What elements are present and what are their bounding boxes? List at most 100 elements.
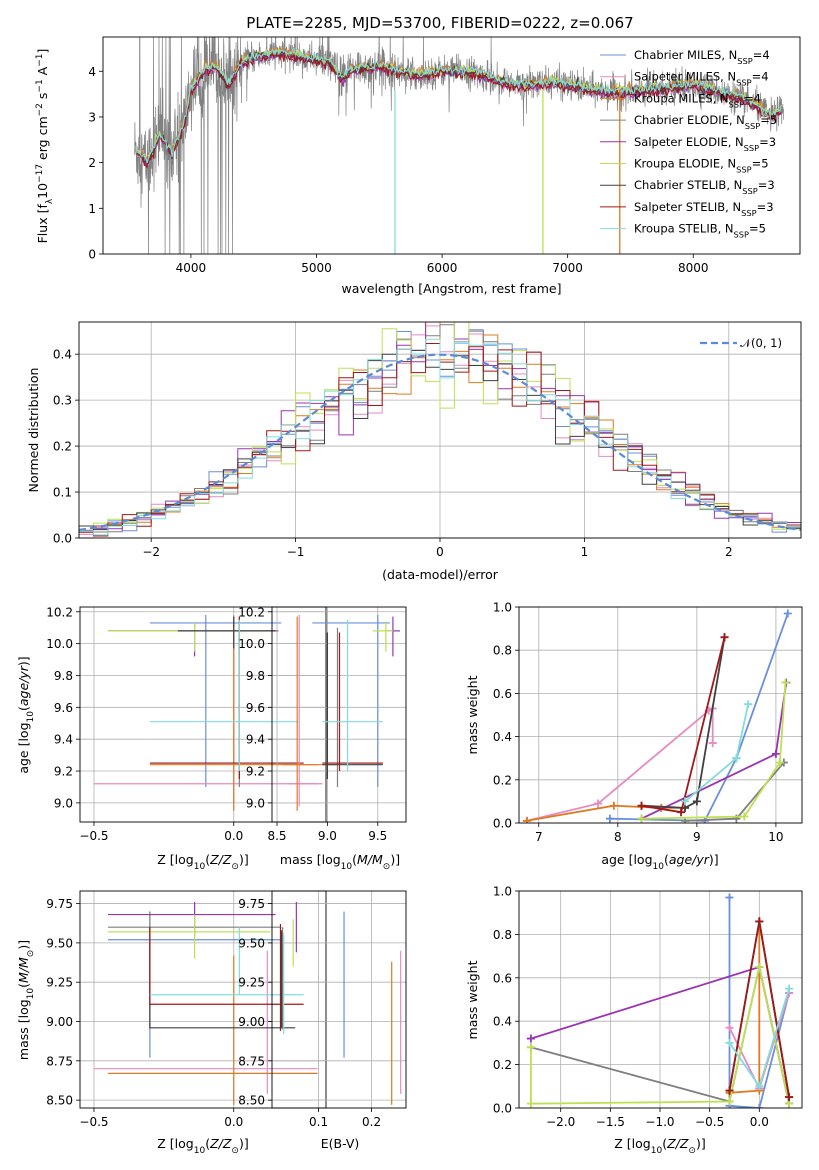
x-tick-label: 6000 [427,261,458,275]
mass-weight-marker [785,984,794,993]
y-tick-label: 9.6 [246,701,265,715]
y-tick-label: 10.0 [238,637,265,651]
y-tick-label: 9.0 [246,796,265,810]
y-tick-label: 9.0 [54,796,73,810]
y-tick-label: 10.2 [46,605,73,619]
mass-weight-line-2 [729,921,790,1098]
mass-vs-extinction-panel: 0.1 0.2 8.50 8.75 9.00 9.25 9.50 9.75 E(B-V) [238,890,407,1151]
y-tick-label: 9.2 [54,765,73,779]
plot-area [282,614,400,811]
y-tick-label: 9.75 [46,897,73,911]
mass-weight-line-3 [684,761,785,822]
axes-frame [79,890,327,1109]
mass-weight-marker [783,609,792,618]
x-tick-label: −0.5 [79,829,108,843]
mass-vs-metallicity-panel: −0.5 0.0 8.50 8.75 9.00 9.25 9.50 9.75 Z [log10(… [16,890,327,1156]
y-tick-label: 2 [88,156,96,170]
legend-entry: Chabrier ELODIE, NSSP=5 [634,113,777,131]
plot-area [526,893,794,1108]
mass-weight-marker [732,754,741,763]
y-tick-label: 0.0 [493,1102,512,1116]
x-tick-label: 9.5 [368,829,387,843]
x-axis-label: age [log10(age/yr)] [601,852,718,872]
x-tick-label: 7000 [552,261,583,275]
y-tick-label: 0.2 [493,1058,512,1072]
y-tick-label: 4 [88,65,96,79]
mass-weight-marker [775,758,784,767]
mass-weight-marker [755,1104,764,1108]
x-tick-label: 4000 [176,261,207,275]
y-axis-label: mass [log10(M/M⊙)] [16,940,36,1060]
mass-weight-marker [605,814,614,823]
mass-weight-marker [526,1099,535,1108]
mass-weight-marker [755,1082,764,1091]
x-tick-label: −0.5 [79,1115,108,1129]
mass-weight-marker [781,678,790,687]
x-axis-label: Z [log10(Z/Z⊙)] [157,1136,248,1156]
mass-weight-marker [526,1034,535,1043]
figure-title: PLATE=2285, MJD=53700, FIBERID=0222, z=0… [246,14,633,32]
x-tick-label: −1.0 [645,1115,674,1129]
mass-weight-marker [785,1093,794,1102]
mass-weight-marker [720,633,729,642]
mass-weight-marker [609,801,618,810]
legend-entry: Chabrier MILES, NSSP=4 [634,48,770,66]
axes-frame [78,321,802,539]
histogram-8 [79,338,801,536]
mass-weight-marker [708,739,717,748]
x-tick-label: −2.0 [546,1115,575,1129]
age-vs-mass-panel: 8.5 9.0 9.5 9.0 9.2 9.4 9.6 9.8 10.0 10.2 mass [lo… [238,605,407,872]
mass-weight-marker [637,814,646,823]
mass-weight-marker [755,917,764,926]
mass-weight-marker [677,808,686,817]
y-tick-label: 1.0 [493,885,512,899]
y-tick-label: 3 [88,110,96,124]
x-tick-label: −2 [142,545,160,559]
y-tick-label: 9.75 [238,897,265,911]
legend-entry: Salpeter STELIB, NSSP=3 [634,200,774,218]
y-tick-label: 9.50 [238,936,265,950]
x-axis-label: mass [log10(M/M⊙)] [280,852,400,872]
y-tick-label: 0.2 [493,773,512,787]
plot-area [134,37,785,254]
mass-weight-vs-age-panel: 7 8 9 10 0.0 0.2 0.4 0.6 0.8 1.0 age [log10(age/yr… [465,601,803,872]
axes-frame [102,36,801,255]
legend-entry: 𝒩(0, 1) [740,336,782,350]
y-tick-label: 0.2 [53,440,72,454]
mass-weight-marker [637,801,646,810]
x-tick-label: 0.1 [309,1115,328,1129]
mass-weight-marker [681,797,690,806]
mass-weight-marker [692,797,701,806]
axes-frame [271,890,407,1109]
mass-weight-marker [755,962,764,971]
mass-weight-marker [725,893,734,902]
x-axis-label: Z [log10(Z/Z⊙)] [614,1136,705,1156]
legend-entry: Kroupa STELIB, NSSP=5 [634,222,766,240]
x-tick-label: 8.5 [267,829,286,843]
y-tick-label: 8.75 [46,1054,73,1068]
x-axis-label: wavelength [Angstrom, rest frame] [341,281,561,296]
x-tick-label: 5000 [301,261,332,275]
axes-frame [518,606,803,824]
x-axis-label: Z [log10(Z/Z⊙)] [157,852,248,872]
y-tick-label: 8.75 [238,1054,265,1068]
legend-entry: Kroupa MILES, NSSP=4 [634,91,761,109]
x-tick-label: −0.5 [695,1115,724,1129]
x-tick-label: 0.0 [750,1115,769,1129]
axes-frame [271,606,407,823]
x-axis-label: (data-model)/error [382,567,499,582]
y-tick-label: 9.00 [46,1015,73,1029]
model-spectrum-7 [135,49,782,169]
mass-weight-marker [725,1086,734,1095]
y-tick-label: 0.4 [493,1015,512,1029]
plot-area [93,902,318,1105]
x-tick-label: 7 [535,830,543,844]
mass-weight-marker [725,1097,734,1106]
x-tick-label: 0.0 [224,829,243,843]
residuals-panel: −2 −1 0 1 2 0.0 0.1 0.2 0.3 0.4 𝒩(0, 1) (data-model… [26,321,802,582]
legend-entry: Salpeter ELODIE, NSSP=3 [634,135,776,153]
y-tick-label: 9.4 [246,733,265,747]
mass-weight-marker [740,812,749,821]
y-tick-label: 10.0 [46,637,73,651]
